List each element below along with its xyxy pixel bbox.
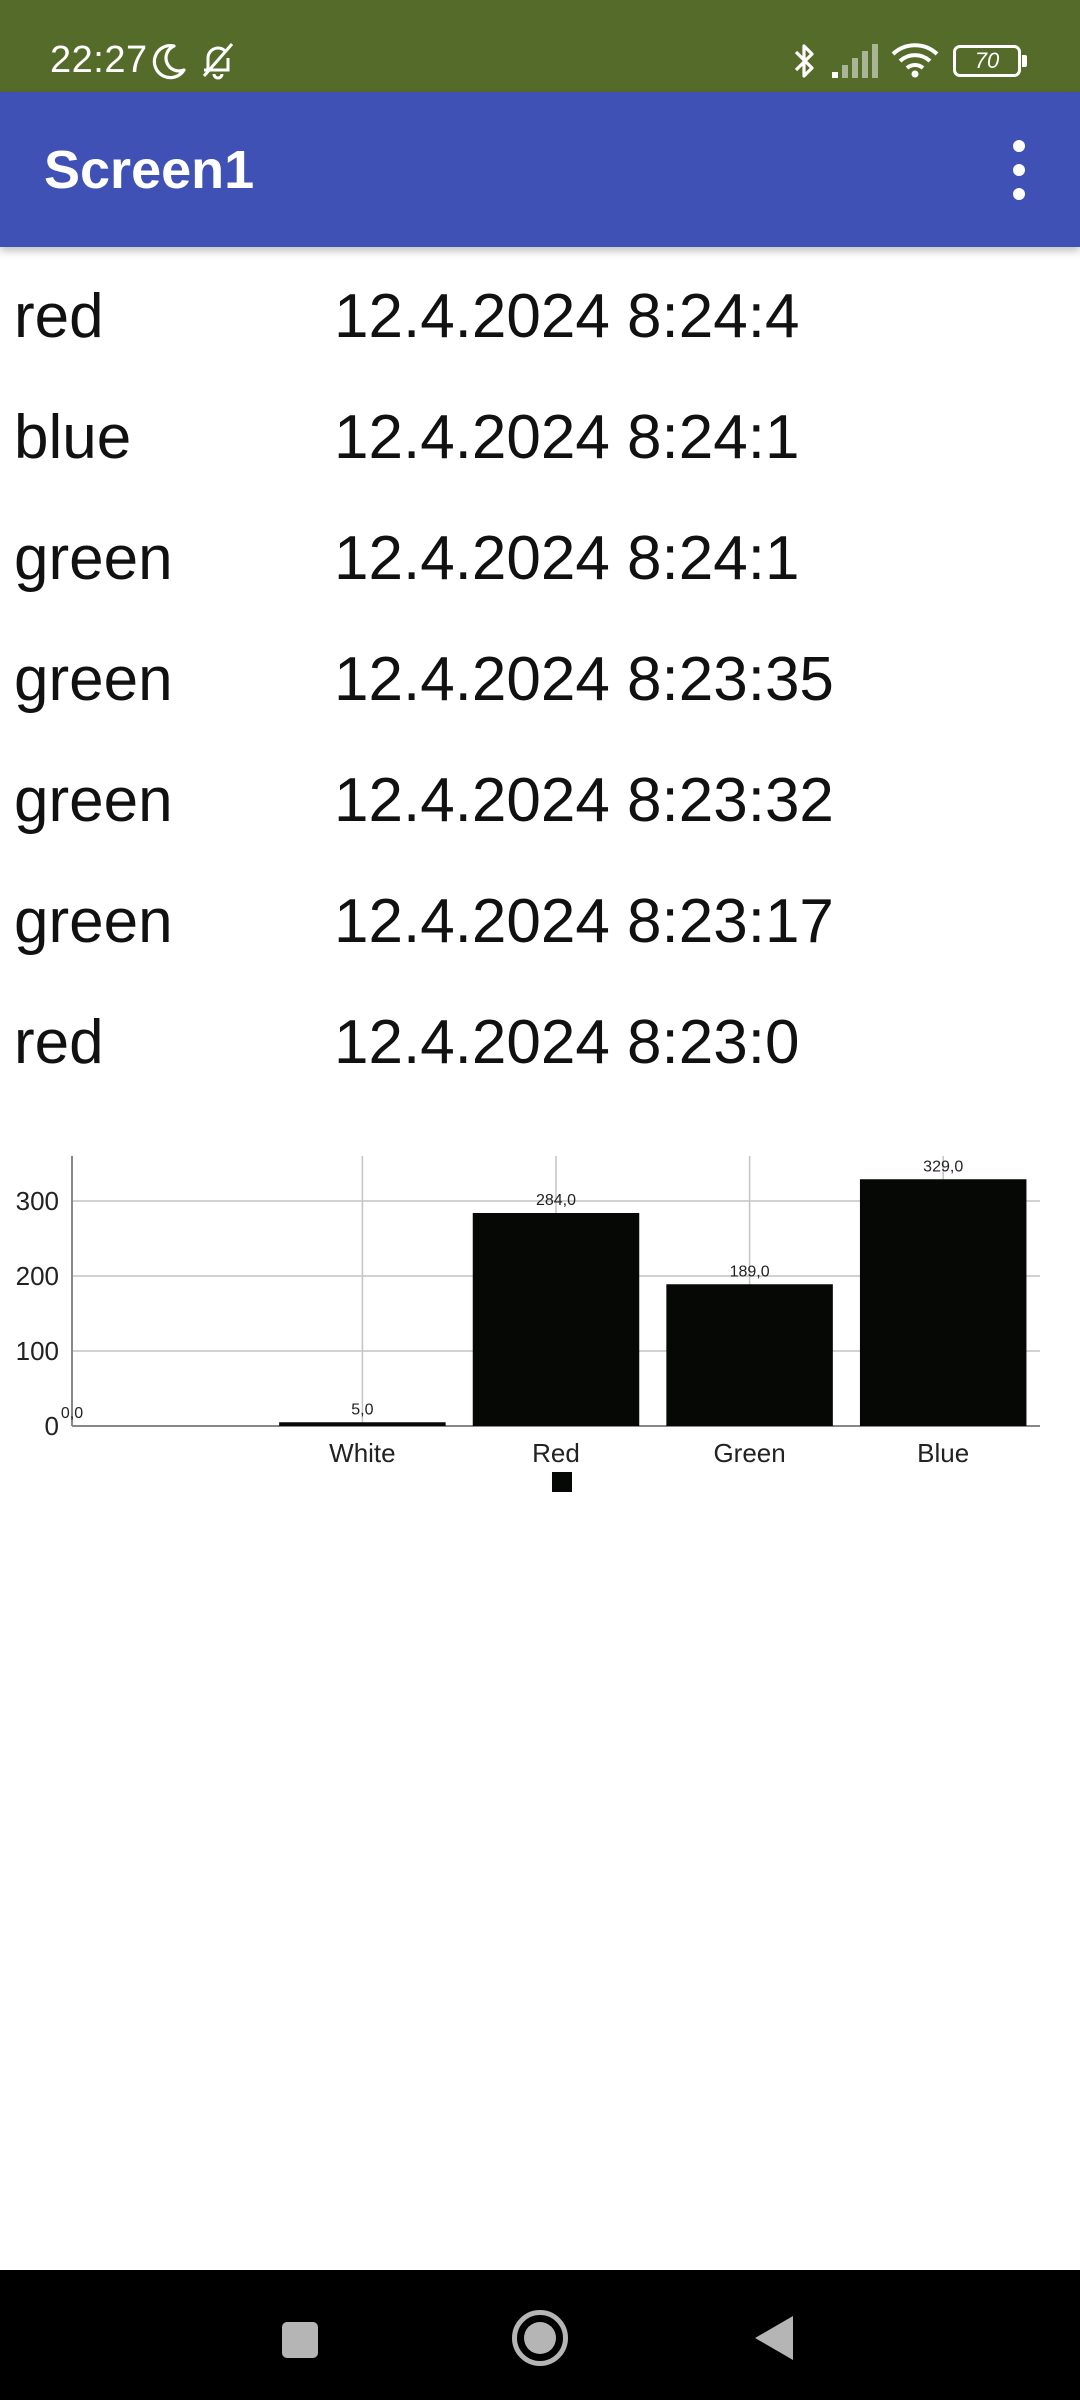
list-item[interactable]: blue 12.4.2024 8:24:1 [0, 375, 1080, 496]
bar-value-label: 284,0 [536, 1192, 576, 1209]
bar [472, 1213, 640, 1426]
system-nav-bar [0, 2270, 1080, 2400]
back-icon[interactable] [748, 2310, 804, 2366]
wifi-icon [891, 43, 939, 78]
list-item-color: blue [14, 403, 132, 472]
bar [279, 1422, 446, 1426]
y-tick-label: 0 [45, 1411, 59, 1441]
bar-value-label: 329,0 [923, 1158, 963, 1175]
list-item-color: green [14, 645, 173, 714]
x-tick-label: Green [713, 1438, 785, 1468]
moon-icon [152, 43, 186, 80]
list-item-timestamp: 12.4.2024 8:23:32 [334, 766, 834, 835]
list-item-color: red [14, 1008, 104, 1077]
bar-value-label: 5,0 [351, 1401, 373, 1418]
y-tick-label: 100 [16, 1336, 59, 1366]
y-tick-label: 300 [16, 1186, 59, 1216]
app-bar: Screen1 [0, 92, 1080, 247]
list-item[interactable]: red 12.4.2024 8:23:0 [0, 980, 1080, 1101]
bar [666, 1284, 833, 1426]
signal-icon [832, 44, 878, 78]
list-item[interactable]: green 12.4.2024 8:23:35 [0, 617, 1080, 738]
bar-value-label: 189,0 [730, 1263, 770, 1280]
list-item-color: green [14, 887, 173, 956]
list-item-timestamp: 12.4.2024 8:24:1 [334, 403, 800, 472]
list-item-color: green [14, 524, 173, 593]
bluetooth-icon [794, 44, 814, 78]
bar [859, 1179, 1027, 1426]
y-tick-label: 200 [16, 1261, 59, 1291]
x-tick-label: Red [532, 1438, 580, 1468]
list-item[interactable]: red 12.4.2024 8:24:4 [0, 254, 1080, 375]
bar-chart: 0 100 200 300 0,0 5,0 White 284,0 Red 189,0 Green 3… [0, 1140, 1080, 1510]
more-vert-icon[interactable] [990, 134, 1046, 206]
status-bar: 22:27 70 [0, 0, 1080, 92]
page-title: Screen1 [44, 140, 255, 200]
list-item-timestamp: 12.4.2024 8:24:4 [334, 282, 800, 351]
list-item[interactable]: green 12.4.2024 8:23:32 [0, 738, 1080, 859]
list-item-timestamp: 12.4.2024 8:23:35 [334, 645, 834, 714]
list-item-timestamp: 12.4.2024 8:23:0 [334, 1008, 800, 1077]
x-tick-label: Blue [917, 1438, 969, 1468]
home-icon[interactable] [508, 2306, 572, 2370]
list-item-timestamp: 12.4.2024 8:23:17 [334, 887, 834, 956]
list-item-timestamp: 12.4.2024 8:24:1 [334, 524, 800, 593]
list-item-color: red [14, 282, 104, 351]
bell-off-icon [202, 43, 234, 80]
status-time: 22:27 [50, 39, 148, 81]
legend-swatch [552, 1472, 572, 1492]
x-tick-label: White [329, 1438, 395, 1468]
recents-icon[interactable] [270, 2310, 326, 2366]
list-item[interactable]: green 12.4.2024 8:23:17 [0, 859, 1080, 980]
list-item-color: green [14, 766, 173, 835]
color-log-list: red 12.4.2024 8:24:4 blue 12.4.2024 8:24… [0, 254, 1080, 1101]
bar-value-label: 0,0 [61, 1405, 83, 1422]
list-item[interactable]: green 12.4.2024 8:24:1 [0, 496, 1080, 617]
bar-chart-svg: 0 100 200 300 0,0 5,0 White 284,0 Red 189,0 Green 3… [16, 1156, 1040, 1492]
battery-icon: 70 [953, 45, 1027, 77]
